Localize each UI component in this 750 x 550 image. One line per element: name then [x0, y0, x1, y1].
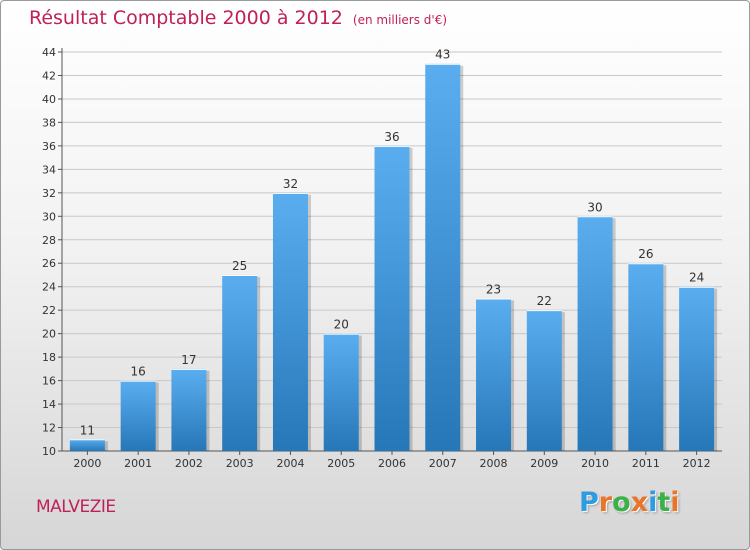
y-tick-label: 24	[42, 281, 56, 294]
y-tick-label: 38	[42, 116, 56, 129]
y-tick-label: 34	[42, 163, 56, 176]
data-label: 22	[537, 294, 552, 308]
bar	[679, 286, 715, 451]
data-label: 11	[80, 423, 95, 437]
y-tick-label: 22	[42, 304, 56, 317]
data-label: 26	[638, 247, 653, 261]
data-label: 23	[486, 282, 501, 296]
y-tick-label: 42	[42, 69, 56, 82]
x-tick-label: 2010	[581, 457, 609, 470]
logo-letter: r	[598, 487, 613, 518]
logo-letter: i	[648, 487, 658, 518]
y-tick-label: 36	[42, 140, 56, 153]
y-tick-label: 10	[42, 445, 56, 458]
x-tick-label: 2000	[73, 457, 101, 470]
x-tick-label: 2002	[175, 457, 203, 470]
x-tick-label: 2005	[327, 457, 355, 470]
chart-title: Résultat Comptable 2000 à 2012 (en millie…	[29, 7, 447, 29]
y-tick-label: 12	[42, 422, 56, 435]
data-label: 25	[232, 259, 247, 273]
y-tick-label: 18	[42, 351, 56, 364]
data-label: 20	[334, 318, 349, 332]
logo-letter: P	[579, 487, 599, 518]
bar	[628, 263, 664, 451]
y-tick-label: 28	[42, 234, 56, 247]
data-label: 30	[587, 200, 602, 214]
data-label: 24	[689, 271, 704, 285]
bar	[476, 298, 512, 451]
y-tick-label: 16	[42, 375, 56, 388]
bar	[374, 145, 410, 451]
x-tick-label: 2004	[276, 457, 304, 470]
y-tick-label: 20	[42, 328, 56, 341]
data-label: 32	[283, 177, 298, 191]
bar	[171, 368, 207, 451]
bar	[577, 216, 613, 451]
bar	[425, 63, 461, 452]
logo-letter: x	[630, 487, 649, 518]
proxiti-logo: Proxiti	[579, 487, 680, 518]
x-tick-label: 2011	[632, 457, 660, 470]
y-tick-label: 30	[42, 210, 56, 223]
bar	[526, 310, 562, 451]
bar	[323, 333, 359, 451]
y-tick-label: 14	[42, 398, 56, 411]
y-tick-label: 32	[42, 187, 56, 200]
x-tick-label: 2012	[683, 457, 711, 470]
logo-letter: i	[670, 487, 680, 518]
x-tick-label: 2008	[480, 457, 508, 470]
data-label: 17	[181, 353, 196, 367]
bar	[272, 192, 308, 451]
data-label: 36	[384, 130, 399, 144]
bar	[222, 274, 258, 451]
chart-subtitle: (en milliers d'€)	[352, 13, 448, 27]
x-tick-label: 2003	[226, 457, 254, 470]
data-label: 43	[435, 48, 450, 62]
x-tick-label: 2006	[378, 457, 406, 470]
bar	[69, 439, 105, 451]
x-tick-label: 2001	[124, 457, 152, 470]
bar	[120, 380, 156, 451]
logo-letter: t	[657, 487, 671, 518]
logo-letter: o	[612, 487, 631, 518]
x-tick-label: 2007	[429, 457, 457, 470]
x-tick-label: 2009	[530, 457, 558, 470]
y-tick-label: 44	[42, 46, 56, 59]
chart-title-main: Résultat Comptable 2000 à 2012	[29, 7, 343, 29]
y-tick-label: 26	[42, 257, 56, 270]
commune-name: MALVEZIE	[36, 497, 116, 517]
data-label: 16	[131, 365, 146, 379]
y-tick-label: 40	[42, 93, 56, 106]
